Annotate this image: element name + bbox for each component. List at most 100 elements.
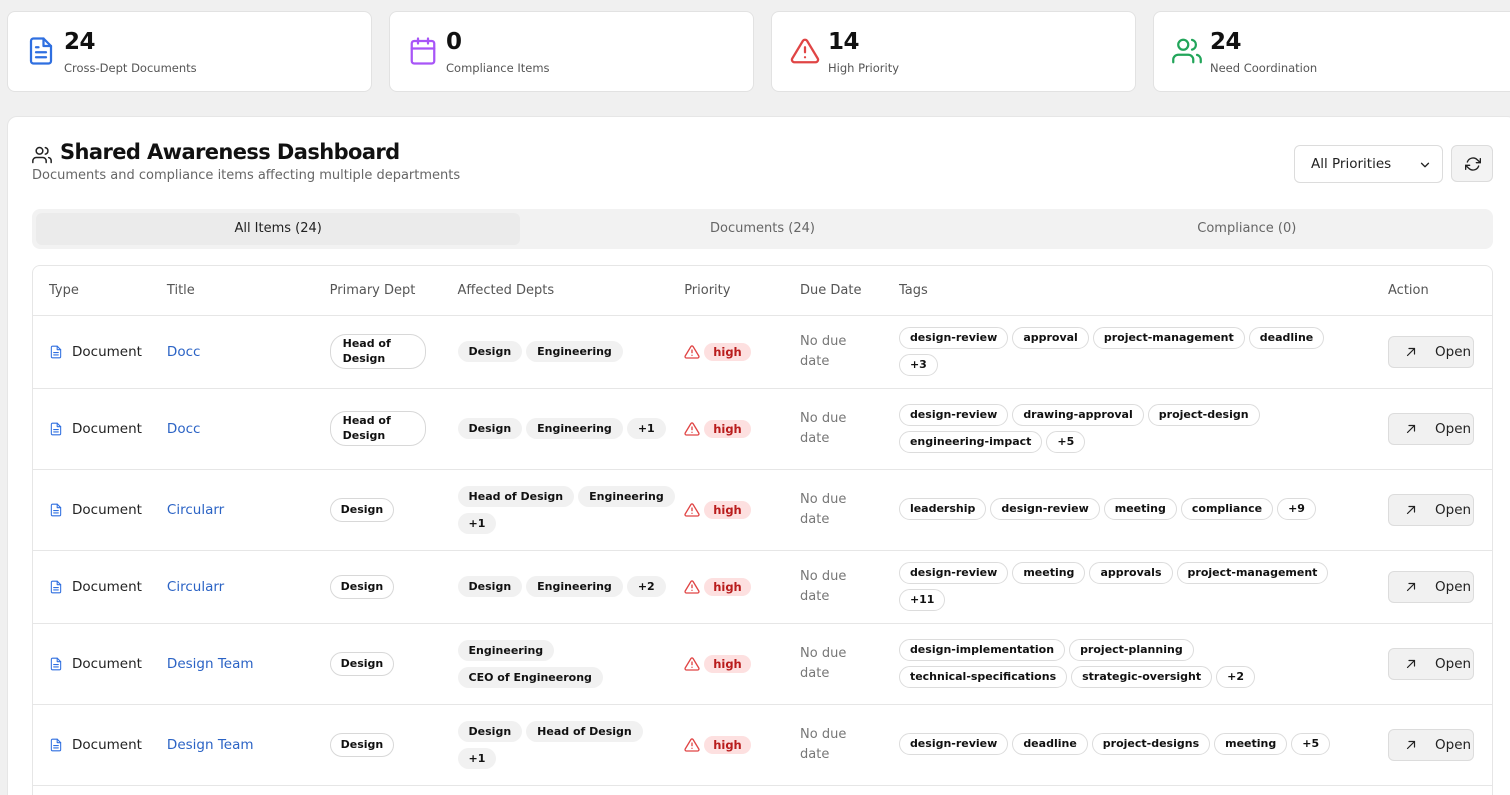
tag-chip: project-planning (1069, 638, 1194, 661)
arrow-up-right-icon (1406, 424, 1416, 433)
items-table: Type Title Primary Dept Affected Depts P… (32, 265, 1493, 795)
tags-cell: design-implementation project-planningtec… (898, 623, 1389, 705)
calendar-icon (410, 37, 436, 65)
due-date: No due date (800, 726, 847, 762)
open-button[interactable]: Open (1388, 647, 1475, 680)
column-header-priority[interactable]: Priority (684, 266, 801, 316)
tag-chip: +3 (898, 353, 938, 376)
document-title-link[interactable]: Design Team (166, 655, 254, 672)
type-label: Document (72, 736, 142, 753)
tag-chip: project-management (1092, 326, 1245, 349)
document-icon (50, 503, 62, 516)
open-button[interactable]: Open (1388, 570, 1475, 603)
column-header-type[interactable]: Type (33, 266, 167, 316)
due-date: No due date (800, 568, 847, 604)
document-title-link[interactable]: Circularr (166, 501, 225, 518)
priority-filter-value: All Priorities (1311, 156, 1392, 172)
affected-dept-chip: Engineering (526, 341, 623, 362)
column-header-title[interactable]: Title (166, 266, 330, 316)
tag-chip: +2 (1216, 665, 1255, 688)
alert-triangle-icon (684, 502, 700, 517)
affected-dept-chip: Engineering (526, 418, 623, 439)
document-icon (50, 738, 62, 751)
document-icon (29, 37, 53, 65)
tag-chip: design-review (898, 561, 1009, 584)
open-button-label: Open (1435, 343, 1472, 360)
affected-dept-chip: +1 (457, 747, 497, 769)
tag-chip: project-management (1176, 561, 1329, 584)
table-row[interactable]: Document Docc Head of Design Design Engin… (33, 388, 1492, 470)
open-button[interactable]: Open (1388, 412, 1475, 445)
type-label: Document (72, 655, 142, 672)
tab-documents[interactable]: Documents (24) (710, 221, 815, 236)
arrow-up-right-icon (1406, 740, 1416, 749)
tag-chip: strategic-oversight (1071, 665, 1213, 688)
stat-value: 24 (64, 29, 96, 55)
affected-dept-chip: Head of Design (457, 485, 575, 507)
alert-triangle-icon (684, 421, 700, 436)
page-subtitle: Documents and compliance items affecting… (32, 168, 461, 183)
tag-chip: technical-specifications (898, 665, 1068, 688)
column-header-tags[interactable]: Tags (898, 266, 1389, 316)
tags-cell: design-review meeting approvals project-man… (898, 550, 1389, 624)
type-cell: Document (49, 579, 167, 595)
table-row[interactable]: Document Circularr Design Head of Design… (33, 469, 1492, 551)
open-button[interactable]: Open (1388, 493, 1475, 526)
alert-triangle-icon (684, 344, 700, 359)
priority-cell: high (684, 342, 800, 361)
primary-dept-badge: Design (329, 497, 395, 522)
priority-badge: high (704, 577, 751, 596)
tag-chip: approvals (1089, 561, 1173, 584)
column-header-affected-depts[interactable]: Affected Depts (457, 266, 685, 316)
affected-dept-chip: +2 (626, 576, 666, 597)
tag-chip: leadership (898, 498, 987, 520)
column-header-due-date[interactable]: Due Date (800, 266, 899, 316)
column-header-primary-dept[interactable]: Primary Dept (329, 266, 458, 316)
dashboard-panel: Shared Awareness Dashboard Documents and… (7, 116, 1510, 795)
affected-depts-cell: Engineering CEO of Engineerong (457, 623, 685, 705)
priority-badge: high (704, 500, 751, 519)
document-title-link[interactable]: Docc (166, 420, 201, 437)
stat-card-compliance-items: 0 Compliance Items (389, 11, 754, 92)
priority-badge: high (704, 342, 751, 361)
stat-label: Cross-Dept Documents (64, 61, 197, 75)
table-body: Document Docc Head of Design Design Engin… (33, 315, 1492, 786)
type-cell: Document (49, 656, 167, 672)
tags-cell: design-review drawing-approval project-des… (898, 388, 1389, 470)
arrow-up-right-icon (1406, 505, 1416, 514)
priority-filter-select[interactable]: All Priorities (1294, 145, 1443, 183)
affected-dept-chip: Engineering (457, 639, 555, 661)
stat-card-high-priority: 14 High Priority (771, 11, 1136, 92)
type-label: Document (72, 501, 142, 518)
table-row[interactable]: Document Docc Head of Design Design Engin… (33, 315, 1492, 389)
table-row[interactable]: Document Design Team Design Design Head o… (33, 704, 1492, 786)
affected-dept-chip: Design (457, 418, 523, 439)
open-button[interactable]: Open (1388, 335, 1475, 368)
tag-chip: engineering-impact (898, 430, 1043, 453)
due-date: No due date (800, 410, 847, 446)
open-button[interactable]: Open (1388, 728, 1475, 761)
tag-chip: approval (1012, 326, 1089, 349)
type-cell: Document (49, 421, 167, 437)
affected-dept-chip: Engineering (578, 485, 675, 507)
refresh-button[interactable] (1451, 145, 1493, 182)
type-label: Document (72, 343, 142, 360)
chevron-down-icon (1420, 162, 1430, 168)
open-button-label: Open (1435, 501, 1472, 518)
tab-all-items[interactable]: All Items (24) (36, 213, 521, 245)
users-icon (32, 146, 52, 164)
due-date: No due date (800, 491, 847, 527)
table-row[interactable]: Document Circularr Design Design Engineer… (33, 550, 1492, 624)
priority-cell: high (684, 654, 800, 673)
priority-cell: high (684, 419, 800, 438)
stat-value: 14 (828, 29, 860, 55)
priority-cell: high (684, 500, 800, 519)
document-title-link[interactable]: Design Team (166, 736, 254, 753)
tab-compliance[interactable]: Compliance (0) (1197, 221, 1297, 236)
affected-depts-cell: Design Head of Design +1 (457, 704, 685, 786)
affected-dept-chip: Design (457, 720, 523, 742)
document-title-link[interactable]: Docc (166, 343, 201, 360)
stat-value: 24 (1210, 29, 1242, 55)
table-row[interactable]: Document Design Team Design Engineering C… (33, 623, 1492, 705)
document-title-link[interactable]: Circularr (166, 578, 225, 595)
